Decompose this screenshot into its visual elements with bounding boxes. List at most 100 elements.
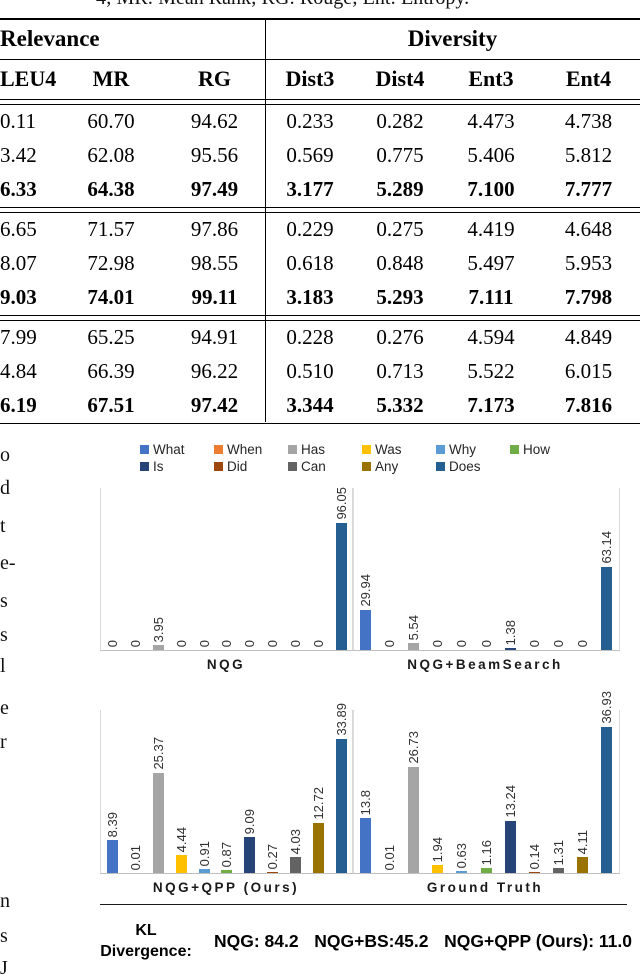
margin-text-fragment: t (0, 515, 6, 537)
column-header-mr: MR (92, 66, 130, 91)
table-cell: 99.11 (191, 285, 238, 309)
legend-swatch-icon (510, 445, 519, 454)
table-cell: 4.419 (467, 217, 515, 241)
bar-did (528, 872, 540, 873)
bar-has (407, 767, 419, 873)
bar-value-label: 0.87 (219, 841, 235, 867)
cropped-caption-text: 4; MR: Mean Rank; RG: Rouge; Ent: Entrop… (96, 0, 556, 10)
table-cell: 98.55 (190, 251, 239, 275)
bar-slot-did: 0.27 (261, 710, 284, 873)
table-row: 7.99 65.25 94.91 0.228 0.276 4.594 4.849 (0, 321, 640, 355)
table-cell: 0.233 (286, 109, 334, 133)
kl-divergence-row: KL Divergence: NQG: 84.2 NQG+BS:45.2 NQG+Q… (96, 908, 636, 974)
legend-label: Does (449, 459, 481, 474)
legend-label: How (523, 442, 551, 457)
bar-was (175, 855, 187, 873)
column-header-rg: RG (198, 66, 231, 91)
table-cell: 7.99 (0, 325, 37, 349)
legend-swatch-icon (140, 445, 149, 454)
margin-text-fragment: e- (0, 552, 16, 574)
chart-title: NQG+QPP (Ours) (152, 880, 300, 895)
legend-label: Can (301, 459, 326, 474)
bar-is (504, 821, 516, 873)
table-row: 6.19 67.51 97.42 3.344 5.332 7.173 7.816 (0, 389, 640, 423)
bar-value-label: 0.63 (454, 842, 470, 868)
bar-slot-how: 1.16 (474, 710, 498, 873)
table-cell: 4.849 (564, 325, 613, 349)
bar-has (152, 645, 164, 650)
bar-value-label: 12.72 (311, 787, 327, 820)
bar-has (152, 773, 164, 873)
table-cell: 3.183 (286, 285, 334, 309)
margin-text-fragment: s (0, 590, 8, 612)
table-cell: 5.406 (467, 143, 515, 167)
table-cell: 0.276 (376, 325, 424, 349)
bar-any (577, 857, 589, 873)
margin-text-fragment: s (0, 925, 8, 947)
table-cell: 0.618 (286, 251, 334, 275)
table-vertical-divider (265, 18, 267, 422)
table-cell: 67.51 (87, 393, 135, 417)
table-cell: 7.777 (564, 177, 613, 201)
kl-label-line2: Divergence: (100, 943, 192, 960)
bar-value-label: 26.73 (405, 731, 421, 764)
bar-chart-plot-1: 0 0 3.95 0 0 0 0 0 0 0 96.05 (100, 487, 354, 651)
table-rule (0, 314, 640, 321)
bar-slot-did: 0.14 (522, 710, 546, 873)
table-row: 3.42 62.08 95.56 0.569 0.775 5.406 5.812 (0, 139, 640, 173)
table-cell: 66.39 (87, 359, 135, 383)
kl-value: NQG+QPP (Ours): 11.0 (444, 930, 632, 951)
bar-value-label: 1.38 (502, 619, 518, 645)
bar-value-label: 0 (430, 639, 446, 647)
legend-item-what: What (140, 441, 214, 458)
table-cell: 0.275 (376, 217, 424, 241)
bar-value-label: 0 (219, 639, 235, 647)
section-header-relevance: Relevance (0, 26, 100, 51)
table-row: 4.84 66.39 96.22 0.510 0.713 5.522 6.015 (0, 355, 640, 389)
table-cell: 5.522 (467, 359, 515, 383)
bar-slot-why: 0.63 (450, 710, 474, 873)
bar-slot-what: 29.94 (353, 488, 377, 650)
bar-value-label: 4.11 (575, 829, 591, 854)
chart-legend: What When Has Was Why How Is Did Can Any Does (140, 441, 584, 475)
bar-slot-when: 0 (377, 488, 401, 650)
table-cell: 0.282 (376, 109, 424, 133)
legend-label: Has (301, 442, 326, 457)
bar-slot-can: 0 (547, 488, 571, 650)
margin-text-fragment: d (0, 477, 10, 499)
table-cell: 6.65 (0, 217, 37, 241)
bar-is (244, 837, 256, 873)
bar-slot-why: 0.91 (193, 710, 216, 873)
table-cell: 3.177 (286, 177, 334, 201)
legend-swatch-icon (362, 462, 371, 471)
bar-value-label: 5.54 (405, 614, 421, 640)
legend-item-is: Is (140, 458, 214, 475)
table-cell: 4.594 (467, 325, 515, 349)
bar-what (359, 818, 371, 873)
legend-label: Was (375, 442, 402, 457)
column-header-dist4: Dist4 (375, 66, 425, 91)
table-cell: 0.569 (286, 143, 334, 167)
bar-slot-does: 33.89 (330, 703, 353, 873)
bar-slot-does: 63.14 (595, 488, 619, 650)
table-cell: 0.848 (376, 251, 424, 275)
bar-value-label: 0 (288, 639, 304, 647)
bar-value-label: 29.94 (357, 574, 373, 607)
table-row: 0.11 60.70 94.62 0.233 0.282 4.473 4.738 (0, 105, 640, 139)
bar-value-label: 25.37 (150, 737, 166, 770)
table-cell: 71.57 (87, 217, 135, 241)
bar-value-label: 4.44 (173, 826, 189, 852)
table-cell: 0.713 (376, 359, 424, 383)
legend-item-does: Does (436, 458, 510, 475)
table-cell: 72.98 (87, 251, 135, 275)
bar-value-label: 0.27 (265, 843, 281, 869)
bar-was (432, 865, 444, 873)
legend-swatch-icon (140, 462, 149, 471)
chart-title: NQG+BeamSearch (407, 657, 563, 672)
table-cell: 65.25 (87, 325, 135, 349)
bar-slot-is: 0 (238, 488, 261, 650)
bar-how (221, 870, 233, 873)
table-cell: 7.798 (564, 285, 613, 309)
kl-label-line1: KL (135, 922, 157, 939)
bar-slot-when: 0.01 (377, 710, 401, 873)
